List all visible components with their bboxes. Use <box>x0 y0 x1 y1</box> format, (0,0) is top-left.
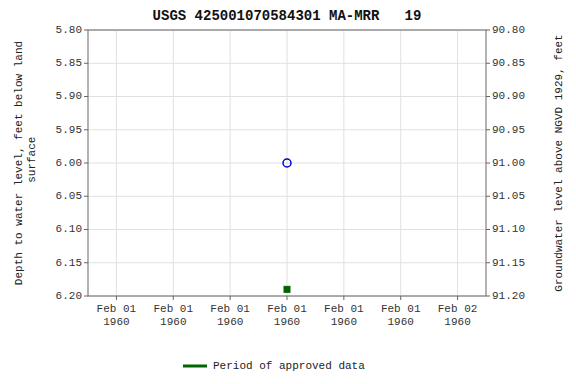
tick-label: Feb 021960 <box>438 303 478 328</box>
text-line: Feb 01 <box>267 303 307 315</box>
grid-line <box>400 30 401 296</box>
tick-label: 91.10 <box>492 223 525 235</box>
text-line: 1960 <box>274 316 300 328</box>
tick-label: 6.00 <box>56 157 82 169</box>
tick <box>84 163 88 164</box>
title: USGS 425001070584301 MA-MRR 19 <box>153 8 422 24</box>
tick <box>173 296 174 300</box>
tick <box>84 63 88 64</box>
tick <box>230 296 231 300</box>
tick <box>84 96 88 97</box>
marks <box>283 159 291 292</box>
tick <box>486 30 490 31</box>
tick-label: 91.15 <box>492 257 525 269</box>
tick-label: 5.80 <box>56 24 82 36</box>
text-line: Feb 01 <box>324 303 364 315</box>
text-line: 1960 <box>103 316 129 328</box>
y-axis-label: Depth to water level, feet below land su… <box>13 41 38 285</box>
text-line: Feb 01 <box>97 303 137 315</box>
legend-label: Period of approved data <box>213 360 365 372</box>
plot-frame <box>88 30 486 296</box>
tick <box>457 296 458 300</box>
tick <box>400 296 401 300</box>
tick-label: 5.85 <box>56 57 82 69</box>
tick <box>287 296 288 300</box>
tick <box>486 63 490 64</box>
text-line: Depth to water level, feet below land <box>13 41 25 285</box>
tick-label: 91.00 <box>492 157 525 169</box>
y2-axis: 91.20 91.15 91.10 91.05 91.00 90.95 90.90 90.85… <box>486 24 525 302</box>
text-line: 1960 <box>217 316 243 328</box>
point <box>284 286 290 292</box>
tick <box>84 196 88 197</box>
tick-label: 90.80 <box>492 24 525 36</box>
grid-line <box>230 30 231 296</box>
background <box>0 0 576 384</box>
x-axis: Feb 011960Feb 011960Feb 011960Feb 011960… <box>97 296 478 328</box>
grid-line <box>116 30 117 296</box>
tick-label: Feb 011960 <box>381 303 421 328</box>
chart: 5.80 5.85 5.90 5.95 6.00 6.05 6.10 6.15 6.20 91.2… <box>0 0 576 384</box>
point <box>283 159 291 167</box>
text-line: Feb 01 <box>153 303 193 315</box>
legend: Period of approved data <box>183 360 365 372</box>
grid-line <box>457 30 458 296</box>
tick-label: 6.20 <box>56 290 82 302</box>
tick-label: 5.95 <box>56 124 82 136</box>
text-line: Feb 02 <box>438 303 478 315</box>
text-line: 1960 <box>388 316 414 328</box>
tick-label: Feb 011960 <box>97 303 137 328</box>
tick <box>84 229 88 230</box>
grid <box>88 30 486 296</box>
tick <box>486 296 490 297</box>
tick <box>84 296 88 297</box>
grid-line <box>287 30 288 296</box>
tick <box>84 262 88 263</box>
y2-axis-label: Groundwater level above NGVD 1929, feet <box>553 34 565 291</box>
tick-label: 6.15 <box>56 257 82 269</box>
text-line: Feb 01 <box>381 303 421 315</box>
grid-line <box>343 30 344 296</box>
text-line: surface <box>26 137 38 190</box>
tick <box>84 129 88 130</box>
tick-label: 90.90 <box>492 90 525 102</box>
tick-label: Feb 011960 <box>210 303 250 328</box>
tick <box>486 96 490 97</box>
tick-label: 90.85 <box>492 57 525 69</box>
text-line: 1960 <box>160 316 186 328</box>
text-line: 1960 <box>444 316 470 328</box>
text-line: Feb 01 <box>210 303 250 315</box>
tick-label: 90.95 <box>492 124 525 136</box>
tick <box>343 296 344 300</box>
tick <box>84 30 88 31</box>
tick-label: 5.90 <box>56 90 82 102</box>
tick <box>116 296 117 300</box>
tick-label: 91.05 <box>492 190 525 202</box>
tick <box>486 229 490 230</box>
tick-label: Feb 011960 <box>153 303 193 328</box>
legend-swatch <box>183 365 207 368</box>
tick <box>486 196 490 197</box>
tick <box>486 129 490 130</box>
tick-label: 91.20 <box>492 290 525 302</box>
grid-line <box>173 30 174 296</box>
tick-label: Feb 011960 <box>324 303 364 328</box>
tick-label: Feb 011960 <box>267 303 307 328</box>
tick-label: 6.05 <box>56 190 82 202</box>
tick <box>486 163 490 164</box>
text-line: 1960 <box>331 316 357 328</box>
tick <box>486 262 490 263</box>
tick-label: 6.10 <box>56 223 82 235</box>
y-axis: 5.80 5.85 5.90 5.95 6.00 6.05 6.10 6.15 6.20 <box>56 24 88 302</box>
